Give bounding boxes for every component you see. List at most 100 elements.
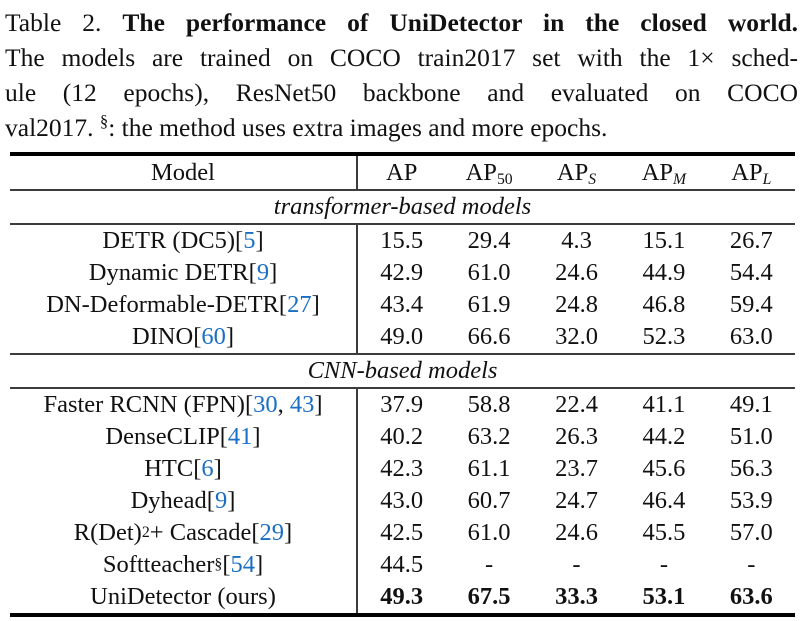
model-name: DETR (DC5) [5]	[10, 225, 358, 257]
model-name-text: Softteacher	[102, 551, 215, 578]
model-name: Dyhead [9]	[10, 485, 358, 517]
metric-value: 45.5	[642, 519, 686, 546]
metric-value: 61.1	[467, 455, 511, 482]
citation-link[interactable]: 27	[287, 291, 312, 318]
citation: [41]	[219, 423, 261, 450]
metric-value: 49.1	[729, 391, 773, 418]
citation: [5]	[235, 227, 264, 254]
metric-value: 37.9	[380, 391, 424, 418]
metric-value: 60.7	[467, 487, 511, 514]
metric-value: 44.5	[380, 551, 424, 578]
model-name: HTC [6]	[10, 453, 358, 485]
metric-value: -	[572, 551, 581, 578]
citation-link[interactable]: 30	[253, 391, 278, 418]
section-label: transformer-based models	[10, 189, 795, 225]
metric-value: 63.0	[729, 323, 773, 350]
model-name-text: DenseCLIP	[105, 423, 220, 450]
metric-value: 63.6	[729, 583, 773, 610]
citation-link[interactable]: 41	[227, 423, 253, 450]
table-header-row: Model AP AP50 APS APM APL	[10, 156, 795, 189]
citation: [6]	[193, 455, 222, 482]
citation-link[interactable]: 5	[243, 227, 256, 254]
caption-line-2: The models are trained on COCO train2017…	[5, 43, 798, 72]
metric-value: 22.4	[555, 391, 598, 418]
metric-value: 15.1	[642, 227, 686, 254]
model-name: R(Det) 2 + Cascade [29]	[10, 517, 358, 549]
model-name: DN-Deformable-DETR [27]	[10, 289, 358, 321]
metric-value: 59.4	[729, 291, 773, 318]
metric-value: 63.2	[467, 423, 511, 450]
table-row: DETR (DC5) [5] 15.5 29.4 4.3 15.1 26.7	[10, 225, 795, 257]
table-row: Softteacher § [54] 44.5 - - - -	[10, 549, 795, 581]
model-name: DINO [60]	[10, 321, 358, 353]
column-header-ap-s: APS	[556, 158, 597, 188]
metric-value: 41.1	[642, 391, 686, 418]
metric-value: 44.9	[642, 259, 686, 286]
citation: [9]	[248, 259, 278, 286]
citation-link[interactable]: 43	[289, 391, 315, 418]
model-name: Dynamic DETR [9]	[10, 257, 358, 289]
metric-value: 66.6	[467, 323, 511, 350]
citation: [30, 43]	[244, 391, 323, 418]
metric-value: 61.0	[467, 259, 511, 286]
citation: [27]	[278, 291, 320, 318]
metric-value: 23.7	[555, 455, 598, 482]
model-name: Faster RCNN (FPN) [30, 43]	[10, 389, 358, 421]
metric-value: 24.6	[555, 519, 598, 546]
model-name-text: DETR (DC5)	[102, 227, 236, 254]
metric-value: 57.0	[729, 519, 773, 546]
citation-link[interactable]: 6	[201, 455, 214, 482]
table-row: DenseCLIP [41] 40.2 63.2 26.3 44.2 51.0	[10, 421, 795, 453]
metric-value: 29.4	[467, 227, 511, 254]
metric-value: 52.3	[642, 323, 686, 350]
caption-label: Table 2.	[5, 8, 102, 37]
metric-value: 45.6	[642, 455, 686, 482]
table-row: HTC [6] 42.3 61.1 23.7 45.6 56.3	[10, 453, 795, 485]
metric-value: 54.4	[729, 259, 773, 286]
column-header-ap-m: APM	[641, 158, 687, 188]
model-name: UniDetector (ours)	[10, 581, 358, 613]
model-name-text: + Cascade	[149, 519, 252, 546]
column-header-ap-l: APL	[731, 158, 772, 188]
citation-link[interactable]: 9	[214, 487, 228, 514]
metric-value: -	[659, 551, 668, 578]
metric-value: 61.9	[467, 291, 511, 318]
caption-line-4-pre: val2017.	[5, 113, 100, 142]
table-body: transformer-based models DETR (DC5) [5] 15…	[10, 189, 795, 613]
metric-value: 32.0	[555, 323, 598, 350]
metric-value: 56.3	[729, 455, 773, 482]
metric-value: 15.5	[380, 227, 424, 254]
model-name-text: Faster RCNN (FPN)	[43, 391, 245, 418]
metric-value: 49.0	[380, 323, 424, 350]
model-name-text: R(Det)	[73, 519, 142, 546]
metric-value: 51.0	[729, 423, 773, 450]
metric-value: 26.7	[729, 227, 773, 254]
model-name-text: DINO	[131, 323, 194, 350]
metric-value: 49.3	[380, 583, 424, 610]
metric-value: 24.6	[555, 259, 598, 286]
metric-value: 46.4	[642, 487, 686, 514]
caption-line-1: Table 2. The performance of UniDetector …	[5, 5, 798, 40]
table-row: UniDetector (ours) 49.3 67.5 33.3 53.1 63.6	[10, 581, 795, 613]
metric-value: 42.9	[380, 259, 424, 286]
metric-value: 44.2	[642, 423, 686, 450]
column-header-ap: AP	[386, 158, 418, 186]
results-table: Model AP AP50 APS APM APL transformer-ba…	[10, 152, 795, 617]
metric-value: 53.9	[729, 487, 773, 514]
metric-value: 42.3	[380, 455, 424, 482]
metric-value: 24.7	[555, 487, 598, 514]
metric-value: 26.3	[555, 423, 598, 450]
metric-value: 43.0	[380, 487, 424, 514]
metric-value: 61.0	[467, 519, 511, 546]
caption-line-4-post: : the method uses extra images and more …	[108, 113, 608, 142]
table-row: Dyhead [9] 43.0 60.7 24.7 46.4 53.9	[10, 485, 795, 517]
citation-link[interactable]: 54	[230, 551, 256, 578]
citation-link[interactable]: 60	[201, 323, 226, 350]
model-name-text: DN-Deformable-DETR	[46, 291, 279, 318]
citation-link[interactable]: 29	[259, 519, 285, 546]
citation-link[interactable]: 9	[256, 259, 270, 286]
table-row: R(Det) 2 + Cascade [29] 42.5 61.0 24.6 45.5 57…	[10, 517, 795, 549]
metric-value: 33.3	[555, 583, 598, 610]
model-name-text: Dynamic DETR	[88, 259, 249, 286]
column-header-ap50: AP50	[465, 158, 513, 188]
